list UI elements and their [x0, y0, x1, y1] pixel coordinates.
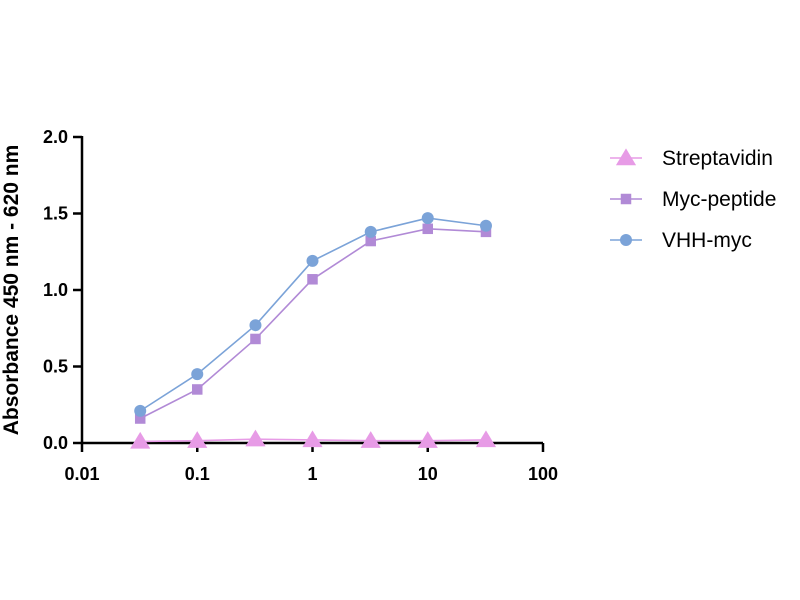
y-tick-label: 1.5 [43, 204, 68, 224]
data-point-myc-peptide [250, 333, 261, 345]
y-tick-label: 0.0 [43, 433, 68, 453]
data-point-myc-peptide [192, 384, 203, 395]
legend-item-myc-peptide: Myc-peptide [610, 188, 776, 211]
data-point-streptavidin [475, 430, 497, 448]
data-point-vhh-myc [421, 212, 434, 225]
series-streptavidin [130, 429, 497, 449]
data-point-streptavidin [417, 431, 438, 448]
legend-label-streptavidin: Streptavidin [662, 147, 773, 170]
series-line-vhh-myc [139, 217, 487, 412]
x-tick-label: 0.01 [64, 464, 99, 484]
x-tick-label: 10 [418, 464, 438, 484]
legend-item-vhh-myc: VHH-myc [610, 229, 752, 252]
axes: 0.0 0.5 1.0 1.5 2.0 0.01 0.1 1 10 100 [43, 127, 558, 484]
y-tick-label: 0.5 [43, 357, 68, 377]
data-point-vhh-myc [191, 368, 204, 381]
x-tick-label: 1 [307, 464, 317, 484]
data-point-streptavidin [360, 431, 381, 448]
y-axis-title: Absorbance 450 nm - 620 nm [0, 145, 23, 436]
series-vhh-myc [134, 212, 492, 417]
data-point-vhh-myc [364, 225, 377, 238]
data-point-myc-peptide [307, 274, 318, 285]
data-point-vhh-myc [134, 404, 147, 417]
data-point-vhh-myc [249, 319, 262, 332]
legend-marker-streptavidin [615, 148, 637, 166]
legend: Streptavidin Myc-peptide VHH-myc [610, 147, 776, 252]
data-point-myc-peptide [422, 223, 433, 235]
data-point-vhh-myc [306, 254, 319, 267]
series-myc-peptide [134, 223, 492, 424]
data-point-vhh-myc [479, 219, 492, 232]
y-tick-label: 1.0 [43, 280, 68, 300]
x-tick-label: 0.1 [185, 464, 210, 484]
legend-item-streptavidin: Streptavidin [610, 147, 773, 170]
y-tick-label: 2.0 [43, 127, 68, 147]
series-layer [130, 212, 497, 449]
data-point-myc-peptide [365, 235, 376, 247]
legend-marker-vhh-myc [620, 234, 632, 246]
data-point-streptavidin [130, 431, 151, 449]
data-point-myc-peptide [134, 413, 146, 424]
legend-marker-myc-peptide [620, 193, 632, 205]
data-point-streptavidin [187, 431, 208, 448]
x-tick-label: 100 [528, 464, 558, 484]
data-point-myc-peptide [480, 226, 492, 238]
legend-label-myc-peptide: Myc-peptide [662, 188, 776, 211]
legend-label-vhh-myc: VHH-myc [662, 229, 752, 252]
data-point-streptavidin [302, 430, 323, 448]
data-point-streptavidin [245, 429, 266, 447]
